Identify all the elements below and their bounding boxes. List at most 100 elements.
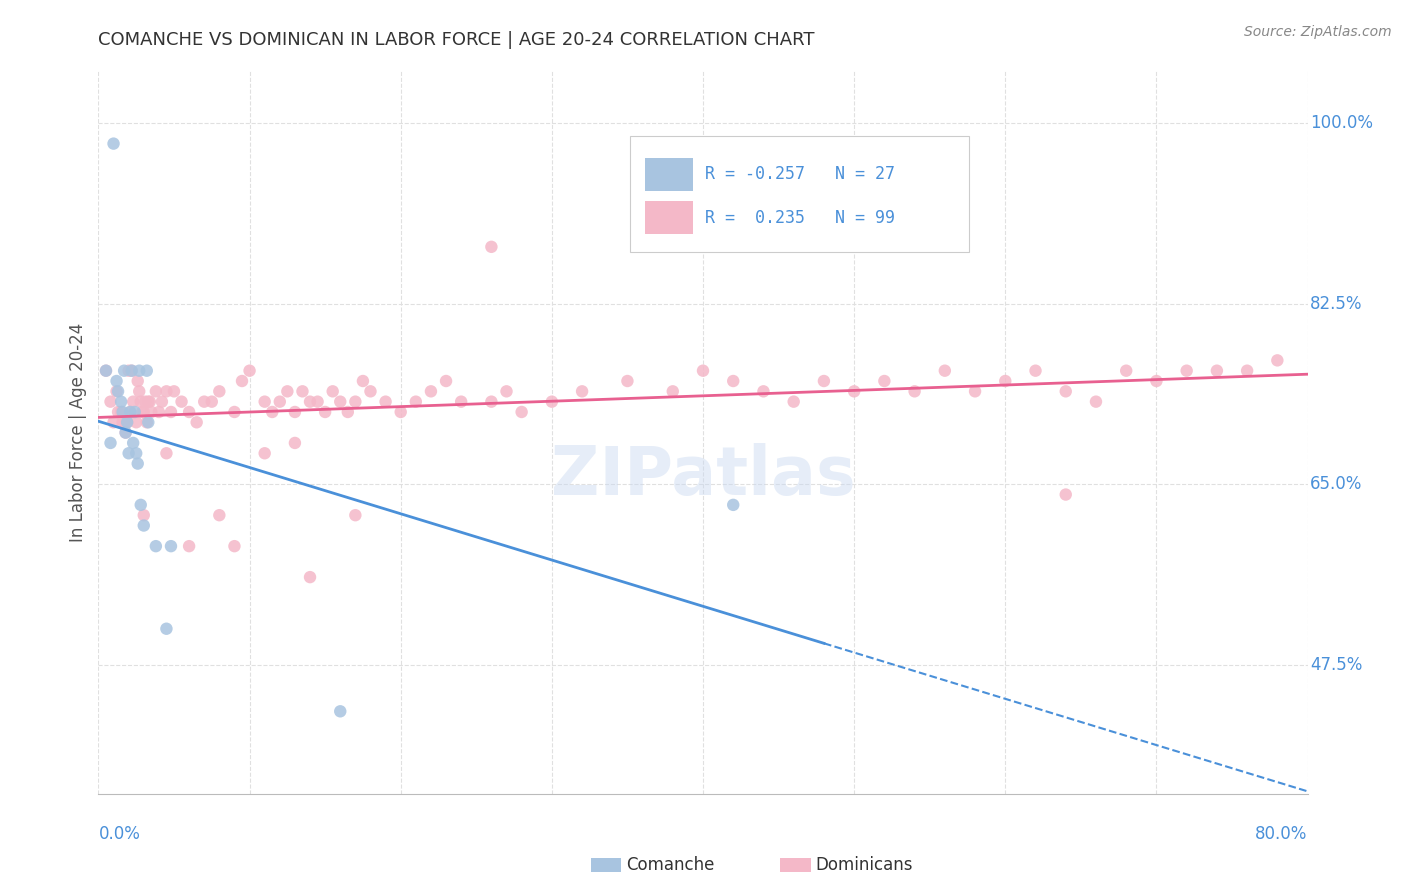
Point <box>284 405 307 419</box>
Point <box>752 384 775 399</box>
Point <box>186 415 208 429</box>
Point <box>120 405 142 419</box>
Point <box>269 394 291 409</box>
Text: 0.0%: 0.0% <box>98 825 141 843</box>
Point <box>105 374 128 388</box>
Point <box>170 394 193 409</box>
Point <box>419 384 441 399</box>
Point <box>571 384 593 399</box>
Point <box>141 405 163 419</box>
Point <box>118 446 141 460</box>
Point <box>132 508 155 523</box>
Point <box>107 405 129 419</box>
Point <box>253 446 276 460</box>
Point <box>107 384 129 399</box>
Point <box>329 704 352 718</box>
Point <box>100 436 122 450</box>
Point <box>193 394 215 409</box>
Point <box>136 394 159 409</box>
Point <box>110 394 132 409</box>
Point <box>132 518 155 533</box>
Point <box>120 405 142 419</box>
Point <box>160 539 183 553</box>
Point <box>262 405 284 419</box>
Point <box>127 374 149 388</box>
Point <box>155 622 177 636</box>
Text: Comanche: Comanche <box>626 856 714 874</box>
Point <box>110 405 132 419</box>
Point <box>1265 353 1288 368</box>
Point <box>616 374 638 388</box>
Text: 47.5%: 47.5% <box>1310 656 1362 673</box>
Point <box>201 394 224 409</box>
Point <box>1144 374 1167 388</box>
Point <box>129 394 152 409</box>
Point <box>118 364 141 378</box>
Text: 65.0%: 65.0% <box>1310 475 1362 493</box>
Point <box>122 436 145 450</box>
Point <box>284 436 307 450</box>
Point <box>134 394 156 409</box>
Point <box>389 405 412 419</box>
Point <box>208 508 231 523</box>
Point <box>813 374 835 388</box>
Point <box>125 415 148 429</box>
Point <box>148 405 170 419</box>
Point <box>253 394 276 409</box>
Point <box>224 405 246 419</box>
Point <box>231 374 253 388</box>
Point <box>124 405 146 419</box>
Point <box>904 384 927 399</box>
Point <box>291 384 314 399</box>
FancyBboxPatch shape <box>630 136 969 252</box>
Point <box>314 405 336 419</box>
Point <box>1054 487 1077 501</box>
Point <box>510 405 533 419</box>
Point <box>125 446 148 460</box>
Point <box>782 394 804 409</box>
Point <box>1115 364 1137 378</box>
Point <box>163 384 186 399</box>
Point <box>1054 384 1077 399</box>
Point <box>1024 364 1046 378</box>
Point <box>721 498 744 512</box>
Point <box>111 415 134 429</box>
Point <box>344 394 367 409</box>
Point <box>145 539 167 553</box>
Bar <box>645 202 693 234</box>
Point <box>299 570 322 584</box>
Text: COMANCHE VS DOMINICAN IN LABOR FORCE | AGE 20-24 CORRELATION CHART: COMANCHE VS DOMINICAN IN LABOR FORCE | A… <box>98 31 815 49</box>
Point <box>177 539 201 553</box>
Point <box>692 364 714 378</box>
Point <box>994 374 1017 388</box>
Point <box>844 384 866 399</box>
Text: R = -0.257   N = 27: R = -0.257 N = 27 <box>706 165 896 183</box>
Point <box>434 374 457 388</box>
Point <box>239 364 262 378</box>
Point <box>135 364 157 378</box>
Point <box>112 364 135 378</box>
Point <box>122 394 145 409</box>
Point <box>965 384 987 399</box>
Point <box>495 384 517 399</box>
Point <box>115 415 138 429</box>
Point <box>128 384 150 399</box>
Point <box>150 394 173 409</box>
Point <box>224 539 246 553</box>
Point <box>135 415 157 429</box>
Point <box>299 394 322 409</box>
Point <box>111 405 134 419</box>
Point <box>155 384 177 399</box>
Point <box>1175 364 1198 378</box>
Point <box>307 394 329 409</box>
Point <box>360 384 382 399</box>
Point <box>329 394 352 409</box>
Point <box>336 405 359 419</box>
Point <box>1085 394 1108 409</box>
Point <box>132 405 155 419</box>
Point <box>103 415 125 429</box>
Point <box>177 405 201 419</box>
Point <box>94 364 117 378</box>
Point <box>121 364 143 378</box>
Point <box>139 394 162 409</box>
